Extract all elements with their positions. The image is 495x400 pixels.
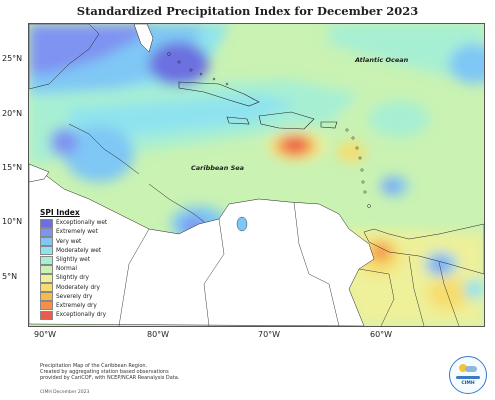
lon-label-80w: 80°W xyxy=(147,330,170,339)
legend-item: Slightly dry xyxy=(40,273,122,283)
legend-label: Extremely wet xyxy=(56,229,98,236)
legend-label: Exceptionally dry xyxy=(56,312,107,319)
footnote-line: provided by CariCOF, with NCEP/NCAR Rean… xyxy=(40,375,180,381)
legend-swatch xyxy=(40,292,53,302)
legend-item: Exceptionally dry xyxy=(40,310,122,320)
legend-label: Normal xyxy=(56,266,77,273)
legend-swatch xyxy=(40,255,53,265)
legend-swatch xyxy=(40,264,53,274)
lon-label-60w: 60°W xyxy=(370,330,393,339)
cimh-logo: CIMH xyxy=(449,356,487,394)
caribbean-sea-label: Caribbean Sea xyxy=(191,164,245,172)
spi-map-canvas xyxy=(29,24,484,326)
footnote-line: Precipitation Map of the Caribbean Regio… xyxy=(40,363,148,369)
lat-label-20n: 20°N xyxy=(2,109,23,118)
lon-label-70w: 70°W xyxy=(258,330,281,339)
map-credit: CIMH December 2023 xyxy=(40,390,90,395)
map-footnote: Precipitation Map of the Caribbean Regio… xyxy=(40,363,320,381)
spi-legend: SPI Index Exceptionally wet Extremely wet… xyxy=(40,208,122,320)
map-title: Standardized Precipitation Index for Dec… xyxy=(76,4,419,18)
legend-label: Extremely dry xyxy=(56,302,97,309)
lat-label-10n: 10°N xyxy=(2,217,23,226)
lesser-antilles xyxy=(345,128,371,208)
legend-item: Slightly wet xyxy=(40,255,122,265)
legend-item: Very wet xyxy=(40,237,122,247)
legend-swatch xyxy=(40,301,53,311)
lat-label-25n: 25°N xyxy=(2,54,23,63)
legend-item: Exceptionally wet xyxy=(40,218,122,228)
lake-maracaibo xyxy=(236,216,248,232)
hispaniola-coast xyxy=(258,111,315,130)
legend-swatch xyxy=(40,227,53,237)
wave-icon xyxy=(456,376,480,379)
yucatan-coast xyxy=(68,123,140,175)
legend-item: Extremely dry xyxy=(40,301,122,311)
lat-label-15n: 15°N xyxy=(2,163,23,172)
legend-label: Moderately wet xyxy=(56,247,102,254)
footnote-line: Created by aggregating station based obs… xyxy=(40,369,169,375)
legend-swatch xyxy=(40,246,53,256)
north-america-coast xyxy=(29,24,100,90)
cuba-coast xyxy=(178,81,260,107)
jamaica-coast xyxy=(226,116,250,125)
legend-swatch xyxy=(40,283,53,293)
legend-label: Slightly dry xyxy=(56,275,89,282)
legend-label: Very wet xyxy=(56,238,82,245)
spi-map xyxy=(28,23,485,327)
legend-label: Slightly wet xyxy=(56,257,90,264)
legend-swatch xyxy=(40,310,53,320)
country-borders xyxy=(118,201,460,326)
florida-land xyxy=(133,24,154,53)
sun-icon xyxy=(459,364,467,372)
bahamas-islands xyxy=(167,52,229,86)
puerto-rico-coast xyxy=(320,121,338,129)
legend-item: Severely dry xyxy=(40,292,122,302)
legend-items: Exceptionally wet Extremely wet Very wet Mo… xyxy=(40,218,122,320)
land-masses xyxy=(29,24,484,326)
lat-label-5n: 5°N xyxy=(2,272,18,281)
legend-swatch xyxy=(40,273,53,283)
legend-label: Exceptionally wet xyxy=(56,220,108,227)
guiana-coast xyxy=(363,223,484,275)
south-america-land xyxy=(29,163,375,326)
legend-title: SPI Index xyxy=(40,208,80,217)
logo-text: CIMH xyxy=(461,381,475,386)
central-america-coast xyxy=(148,183,205,223)
atlantic-ocean-label: Atlantic Ocean xyxy=(355,56,409,64)
legend-item: Moderately wet xyxy=(40,246,122,256)
lon-label-90w: 90°W xyxy=(34,330,57,339)
legend-label: Moderately dry xyxy=(56,284,100,291)
legend-label: Severely dry xyxy=(56,293,93,300)
legend-swatch xyxy=(40,237,53,247)
legend-item: Moderately dry xyxy=(40,283,122,293)
legend-item: Extremely wet xyxy=(40,227,122,237)
cloud-icon xyxy=(465,366,477,372)
legend-swatch xyxy=(40,218,53,228)
legend-item: Normal xyxy=(40,264,122,274)
